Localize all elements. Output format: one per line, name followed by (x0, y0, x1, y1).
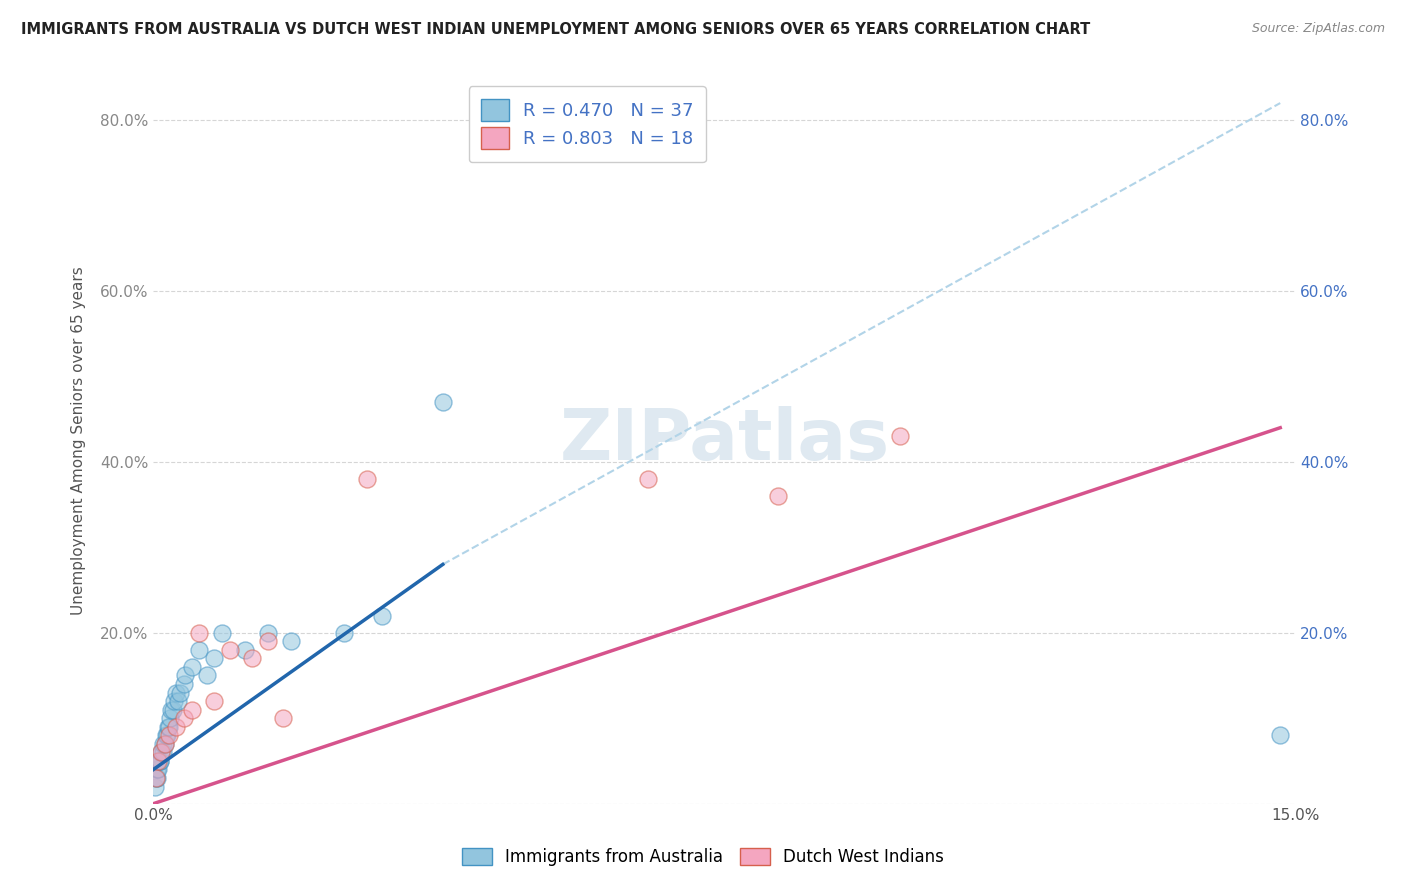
Point (156, 728, 179, 742)
Point (218, 643, 240, 657)
Point (280, 634, 302, 648)
Point (195, 668, 218, 682)
Point (165, 685, 187, 699)
Point (165, 720, 187, 734)
Point (256, 634, 278, 648)
Point (159, 711, 181, 725)
Point (149, 754, 172, 768)
Point (146, 754, 169, 768)
Point (146, 763, 169, 777)
Point (166, 694, 188, 708)
Point (146, 763, 169, 777)
Y-axis label: Unemployment Among Seniors over 65 years: Unemployment Among Seniors over 65 years (72, 266, 86, 615)
Point (145, 771, 167, 785)
Text: ZIPatlas: ZIPatlas (560, 406, 890, 475)
Point (148, 754, 170, 768)
Point (153, 737, 176, 751)
Point (152, 745, 174, 759)
Text: Source: ZipAtlas.com: Source: ZipAtlas.com (1251, 22, 1385, 36)
Point (180, 703, 202, 717)
Point (271, 711, 294, 725)
Point (153, 737, 176, 751)
Point (188, 643, 211, 657)
Point (202, 694, 225, 708)
Point (211, 625, 233, 640)
Point (766, 489, 789, 503)
Point (157, 728, 180, 742)
Point (145, 771, 167, 785)
Point (150, 745, 173, 759)
Point (155, 728, 177, 742)
Point (160, 703, 183, 717)
Point (156, 720, 179, 734)
Text: IMMIGRANTS FROM AUSTRALIA VS DUTCH WEST INDIAN UNEMPLOYMENT AMONG SENIORS OVER 6: IMMIGRANTS FROM AUSTRALIA VS DUTCH WEST … (21, 22, 1090, 37)
Point (152, 737, 174, 751)
Point (1270, 728, 1292, 742)
Point (202, 651, 225, 665)
Point (356, 472, 378, 486)
Point (157, 720, 180, 734)
Legend: R = 0.470   N = 37, R = 0.803   N = 18: R = 0.470 N = 37, R = 0.803 N = 18 (468, 87, 706, 162)
Point (180, 660, 202, 674)
Point (148, 754, 170, 768)
Point (432, 395, 454, 409)
Point (173, 711, 195, 725)
Point (173, 677, 195, 691)
Point (371, 608, 394, 623)
Point (333, 625, 356, 640)
Legend: Immigrants from Australia, Dutch West Indians: Immigrants from Australia, Dutch West In… (454, 840, 952, 875)
Point (256, 625, 278, 640)
Point (145, 771, 167, 785)
Point (174, 668, 197, 682)
Point (169, 685, 191, 699)
Point (143, 780, 166, 794)
Point (242, 651, 264, 665)
Point (150, 745, 173, 759)
Point (163, 694, 186, 708)
Point (188, 625, 211, 640)
Point (637, 472, 659, 486)
Point (162, 703, 184, 717)
Point (889, 429, 911, 443)
Point (233, 643, 256, 657)
